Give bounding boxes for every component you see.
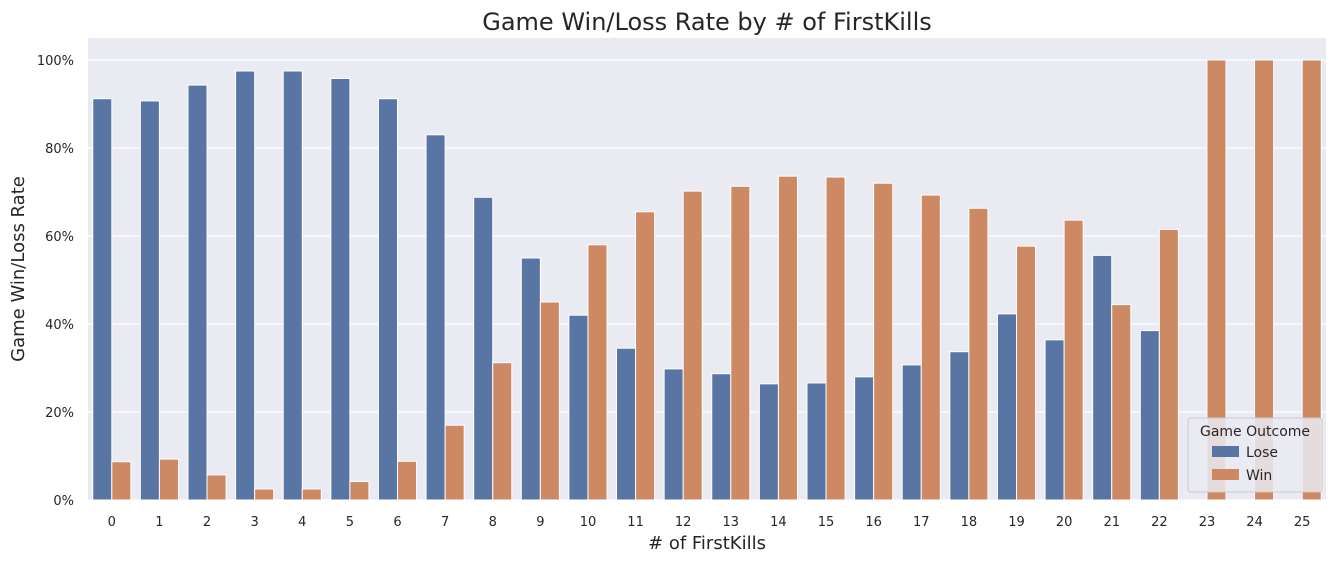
x-tick-label: 11 bbox=[627, 515, 644, 530]
legend-label-lose: Lose bbox=[1246, 445, 1278, 461]
bar-win-2 bbox=[206, 474, 227, 501]
bar-lose-14 bbox=[758, 383, 779, 501]
chart-title: Game Win/Loss Rate by # of FirstKills bbox=[482, 8, 932, 36]
bar-lose-17 bbox=[901, 364, 922, 501]
x-axis-label: # of FirstKills bbox=[648, 533, 766, 554]
x-tick-label: 14 bbox=[770, 515, 787, 530]
x-tick-label: 15 bbox=[818, 515, 835, 530]
legend-title: Game Outcome bbox=[1200, 424, 1310, 440]
bars bbox=[92, 59, 1322, 501]
bar-win-4 bbox=[301, 488, 322, 501]
bar-lose-15 bbox=[806, 382, 827, 501]
y-tick-label: 0% bbox=[53, 494, 74, 509]
bar-lose-4 bbox=[282, 70, 303, 501]
x-tick-label: 25 bbox=[1294, 515, 1311, 530]
bar-lose-16 bbox=[854, 376, 875, 501]
x-tick-label: 7 bbox=[441, 515, 449, 530]
bar-win-1 bbox=[158, 458, 179, 501]
bar-lose-7 bbox=[425, 134, 446, 501]
bar-win-19 bbox=[1016, 245, 1037, 501]
bar-lose-12 bbox=[663, 368, 684, 501]
bar-lose-6 bbox=[377, 98, 399, 501]
bar-win-23 bbox=[1206, 59, 1227, 501]
bar-win-10 bbox=[587, 244, 608, 501]
bar-win-6 bbox=[397, 460, 418, 501]
bar-lose-8 bbox=[473, 196, 494, 501]
bar-lose-18 bbox=[949, 351, 970, 501]
legend-label-win: Win bbox=[1246, 468, 1272, 484]
legend-swatch-lose bbox=[1212, 446, 1239, 457]
bar-win-14 bbox=[777, 175, 798, 501]
y-axis-label: Game Win/Loss Rate bbox=[8, 176, 29, 362]
y-axis-ticks: 0% 20% 40% 60% 80% 100% bbox=[37, 54, 74, 509]
x-tick-label: 21 bbox=[1103, 515, 1120, 530]
bar-win-22 bbox=[1158, 228, 1179, 501]
bar-win-18 bbox=[968, 207, 989, 501]
bar-lose-0 bbox=[92, 98, 113, 501]
bar-lose-3 bbox=[235, 70, 256, 501]
bar-lose-13 bbox=[711, 373, 732, 501]
x-tick-label: 17 bbox=[913, 515, 930, 530]
bar-lose-9 bbox=[520, 257, 541, 501]
bar-win-17 bbox=[920, 194, 941, 501]
y-tick-label: 100% bbox=[37, 54, 74, 69]
bar-win-15 bbox=[825, 176, 846, 501]
bar-win-20 bbox=[1063, 219, 1084, 501]
bar-lose-5 bbox=[330, 77, 351, 501]
bar-win-8 bbox=[492, 362, 513, 501]
legend: Game Outcome Lose Win bbox=[1187, 417, 1323, 493]
bar-win-9 bbox=[539, 301, 560, 501]
bar-lose-21 bbox=[1092, 254, 1113, 501]
x-tick-label: 1 bbox=[155, 515, 163, 530]
bar-win-5 bbox=[349, 481, 370, 501]
x-tick-label: 18 bbox=[961, 515, 978, 530]
bar-win-12 bbox=[682, 190, 703, 501]
bar-lose-22 bbox=[1139, 330, 1160, 501]
bar-lose-19 bbox=[996, 313, 1018, 501]
bar-lose-11 bbox=[616, 347, 637, 501]
x-tick-label: 0 bbox=[108, 515, 116, 530]
bar-lose-2 bbox=[187, 84, 208, 501]
bar-win-7 bbox=[444, 424, 465, 501]
x-tick-label: 10 bbox=[580, 515, 597, 530]
x-tick-label: 5 bbox=[346, 515, 354, 530]
x-tick-label: 8 bbox=[489, 515, 497, 530]
x-tick-label: 19 bbox=[1008, 515, 1025, 530]
bar-win-25 bbox=[1301, 59, 1322, 501]
bar-lose-20 bbox=[1044, 339, 1065, 501]
bar-lose-10 bbox=[568, 314, 589, 501]
x-tick-label: 4 bbox=[298, 515, 306, 530]
x-tick-label: 13 bbox=[723, 515, 740, 530]
x-tick-label: 2 bbox=[203, 515, 211, 530]
y-tick-label: 20% bbox=[45, 406, 74, 421]
bar-win-3 bbox=[254, 488, 275, 501]
bar-win-11 bbox=[635, 211, 656, 501]
x-tick-label: 6 bbox=[393, 515, 401, 530]
bar-win-16 bbox=[873, 182, 894, 501]
bar-lose-1 bbox=[139, 100, 160, 501]
x-tick-label: 16 bbox=[865, 515, 882, 530]
y-tick-label: 60% bbox=[45, 230, 74, 245]
bar-win-0 bbox=[111, 461, 132, 501]
x-tick-label: 9 bbox=[536, 515, 544, 530]
bar-win-13 bbox=[730, 185, 751, 501]
legend-swatch-win bbox=[1212, 469, 1239, 480]
x-axis-ticks: 0 1 2 3 4 5 6 7 8 9 10 11 12 13 14 15 16 17 18 19 20 21 22 23 24… bbox=[108, 515, 1311, 530]
bar-win-24 bbox=[1254, 59, 1275, 501]
x-tick-label: 24 bbox=[1246, 515, 1263, 530]
x-tick-label: 20 bbox=[1056, 515, 1073, 530]
x-tick-label: 23 bbox=[1199, 515, 1216, 530]
bar-win-21 bbox=[1111, 304, 1132, 501]
y-tick-label: 40% bbox=[45, 318, 74, 333]
x-tick-label: 22 bbox=[1151, 515, 1168, 530]
y-tick-label: 80% bbox=[45, 142, 74, 157]
x-tick-label: 12 bbox=[675, 515, 692, 530]
x-tick-label: 3 bbox=[251, 515, 259, 530]
